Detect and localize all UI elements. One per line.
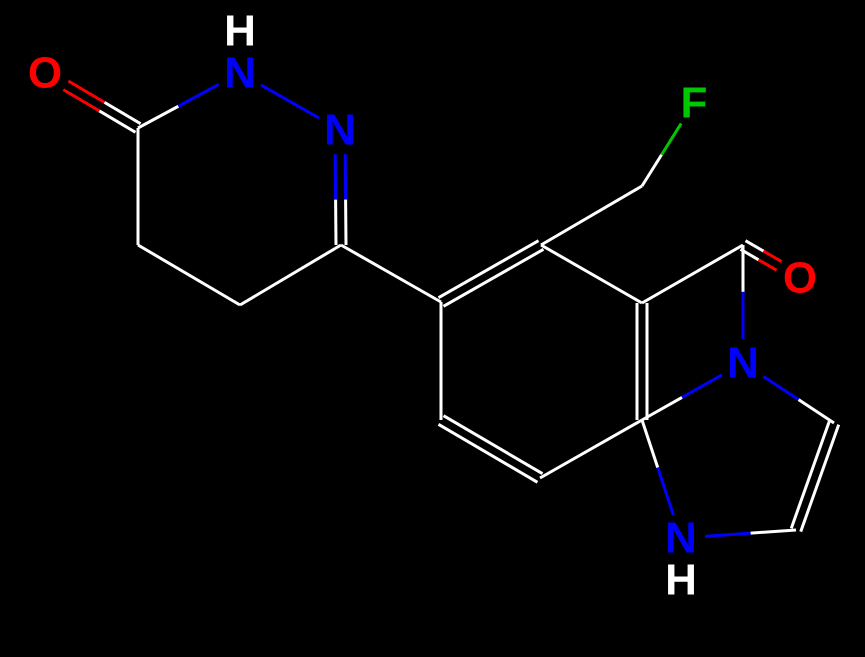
- background: [0, 0, 865, 657]
- atom-o: O: [28, 49, 62, 98]
- atom-h: H: [224, 7, 256, 56]
- atom-o: O: [783, 254, 817, 303]
- atom-f: F: [681, 79, 708, 128]
- atom-n: N: [727, 339, 759, 388]
- atom-n: N: [224, 49, 256, 98]
- atom-h: H: [665, 555, 697, 604]
- atom-n: N: [324, 106, 356, 155]
